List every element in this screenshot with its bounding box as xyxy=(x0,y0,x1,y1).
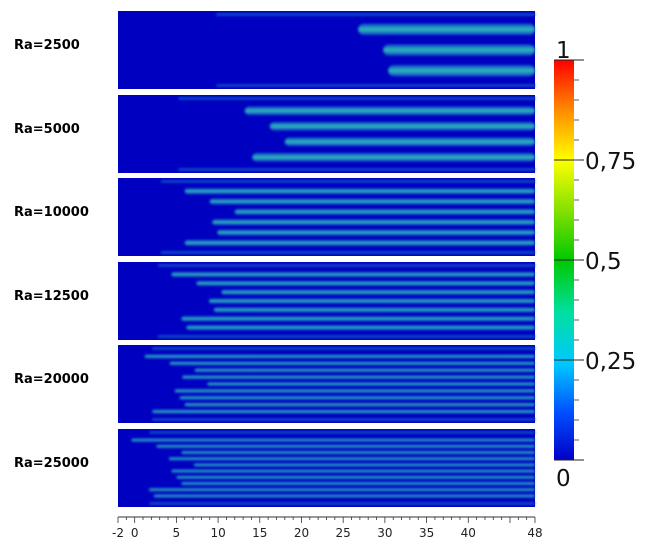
boundary-layer xyxy=(152,347,535,350)
concentration-finger xyxy=(212,219,535,226)
concentration-finger xyxy=(144,354,536,359)
concentration-finger xyxy=(383,44,535,56)
concentration-finger xyxy=(244,106,535,116)
rayleigh-label: Ra=20000 xyxy=(14,372,89,387)
boundary-layer xyxy=(158,264,536,267)
concentration-finger xyxy=(171,271,535,277)
concentration-finger xyxy=(168,456,535,461)
colorbar: 1 0,75 0,5 0,25 0 xyxy=(554,38,636,492)
rayleigh-label: Ra=25000 xyxy=(14,456,89,471)
concentration-finger xyxy=(194,368,535,373)
concentration-finger xyxy=(181,450,535,455)
concentration-finger xyxy=(208,298,535,304)
colorbar-label: 0 xyxy=(556,466,571,492)
concentration-finger xyxy=(221,289,535,295)
concentration-finger xyxy=(179,395,535,400)
colorbar-label: 1 xyxy=(556,38,571,64)
rayleigh-label: Ra=2500 xyxy=(14,38,80,53)
x-tick-label: 40 xyxy=(461,526,476,540)
concentration-finger xyxy=(209,198,536,205)
colorbar-label: 0,75 xyxy=(585,149,636,175)
panel xyxy=(118,178,536,256)
concentration-finger xyxy=(388,64,535,77)
x-tick-label: 30 xyxy=(377,526,392,540)
boundary-layer xyxy=(152,418,535,421)
x-tick-label: 48 xyxy=(527,526,542,540)
concentration-finger xyxy=(358,23,535,36)
concentration-finger xyxy=(148,487,535,492)
concentration-finger xyxy=(252,152,536,162)
colorbar-ticks: 1 0,75 0,5 0,25 0 xyxy=(554,38,636,492)
concentration-finger xyxy=(196,280,535,286)
rayleigh-label: Ra=5000 xyxy=(14,122,80,137)
concentration-finger xyxy=(207,382,535,386)
boundary-layer xyxy=(160,180,536,183)
x-tick-label: 15 xyxy=(252,526,267,540)
boundary-layer xyxy=(178,168,535,171)
concentration-finger xyxy=(186,325,535,331)
panel xyxy=(118,345,536,423)
boundary-layer xyxy=(216,84,536,87)
boundary-layer xyxy=(149,502,535,505)
concentration-finger xyxy=(176,475,535,480)
panel-background xyxy=(118,429,535,507)
x-tick-label: -2 xyxy=(112,526,124,540)
concentration-finger xyxy=(234,208,535,215)
concentration-finger xyxy=(182,375,535,380)
boundary-layer xyxy=(216,13,536,16)
concentration-finger xyxy=(181,316,535,322)
concentration-finger xyxy=(184,239,535,246)
rayleigh-labels: Ra=2500 Ra=5000 Ra=10000 Ra=12500 Ra=20000 Ra… xyxy=(14,38,89,471)
concentration-finger xyxy=(193,463,536,467)
concentration-finger xyxy=(171,469,535,473)
x-tick-label: 10 xyxy=(210,526,225,540)
x-tick-label: 0 xyxy=(131,526,139,540)
x-tick-label: 20 xyxy=(294,526,309,540)
simulation-panels xyxy=(118,11,536,507)
boundary-layer xyxy=(160,251,536,254)
boundary-layer xyxy=(149,431,535,434)
concentration-finger xyxy=(184,188,535,195)
panel xyxy=(118,11,536,89)
concentration-finger xyxy=(213,307,535,313)
x-tick-label: 35 xyxy=(419,526,434,540)
panel xyxy=(118,95,536,173)
boundary-layer xyxy=(158,335,536,338)
concentration-finger xyxy=(269,121,535,131)
concentration-finger xyxy=(284,137,535,147)
concentration-finger xyxy=(156,444,535,449)
concentration-finger xyxy=(184,402,535,407)
colorbar-label: 0,25 xyxy=(585,349,636,375)
concentration-finger xyxy=(153,494,535,498)
panel xyxy=(118,262,536,340)
rayleigh-label: Ra=12500 xyxy=(14,289,89,304)
x-tick-label: 5 xyxy=(173,526,181,540)
concentration-finger xyxy=(152,409,535,414)
x-tick-label: 25 xyxy=(336,526,351,540)
concentration-finger xyxy=(169,361,535,366)
rayleigh-label: Ra=10000 xyxy=(14,205,89,220)
panel xyxy=(118,429,536,507)
concentration-finger xyxy=(181,481,535,486)
concentration-finger xyxy=(217,229,535,236)
concentration-finger xyxy=(174,388,535,393)
boundary-layer xyxy=(178,97,535,100)
x-axis: -2 0 5 10 15 20 25 30 35 40 48 xyxy=(112,516,543,540)
colorbar-label: 0,5 xyxy=(585,249,622,275)
concentration-finger xyxy=(131,438,535,442)
